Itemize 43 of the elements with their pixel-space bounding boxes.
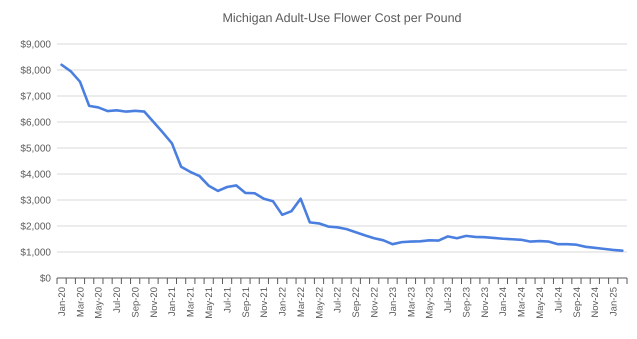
y-tick-label: $2,000 [20, 222, 52, 232]
x-tick-label: Nov-20 [148, 287, 160, 318]
x-tick-label: Jan-22 [278, 287, 289, 316]
x-tick-label: Jul-20 [112, 287, 124, 313]
x-tick-label: Sep-22 [351, 287, 362, 318]
x-tick-label: May-21 [204, 287, 216, 319]
x-tick-label: May-24 [534, 287, 546, 319]
x-tick-label: Nov-23 [480, 287, 491, 318]
y-tick-label: $0 [40, 274, 52, 284]
line-series [60, 64, 624, 252]
x-tick-label: Mar-22 [296, 287, 307, 318]
x-tick-label: Jan-24 [498, 287, 510, 316]
y-tick-label: $9,000 [20, 40, 52, 50]
x-tick-label: May-23 [424, 287, 436, 319]
x-tick-label: Sep-21 [240, 287, 252, 318]
x-tick-label: Sep-24 [572, 287, 583, 318]
x-tick-label: May-20 [94, 287, 105, 319]
x-tick-label: Sep-20 [130, 287, 142, 318]
x-tick-label: Jul-22 [332, 287, 344, 313]
x-tick-label: Jul-21 [222, 287, 234, 313]
x-tick-label: Mar-20 [75, 287, 86, 318]
x-tick-label: Jan-21 [167, 287, 178, 316]
y-tick-label: $7,000 [20, 92, 52, 102]
y-tick-label: $4,000 [20, 170, 52, 180]
x-tick-label: Sep-23 [461, 287, 472, 318]
x-tick-label: May-22 [314, 287, 326, 319]
y-tick-label: $6,000 [20, 118, 52, 128]
y-tick-label: $8,000 [20, 66, 52, 76]
chart-title: Michigan Adult-Use Flower Cost per Pound [222, 11, 462, 25]
x-tick-label: Mar-23 [406, 287, 418, 318]
x-tick-label: Jan-23 [388, 287, 399, 316]
y-tick-label: $1,000 [20, 248, 52, 258]
x-tick-label: Nov-22 [370, 287, 380, 318]
x-tick-label: Jul-23 [443, 287, 454, 313]
x-tick-label: Jan-20 [56, 287, 68, 316]
x-tick-label: Mar-24 [516, 287, 528, 318]
x-tick-label: Nov-21 [259, 287, 270, 318]
y-tick-label: $5,000 [20, 144, 52, 154]
x-tick-label: Mar-21 [186, 287, 197, 318]
x-tick-label: Jul-24 [553, 287, 564, 313]
x-tick-label: Jan-25 [608, 287, 620, 316]
x-tick-label: Nov-24 [590, 287, 602, 318]
y-tick-label: $3,000 [20, 196, 52, 206]
